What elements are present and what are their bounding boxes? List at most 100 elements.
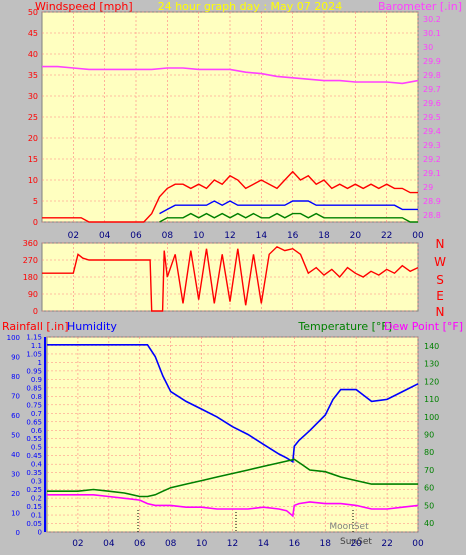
rain-y-tick: 0.3	[31, 478, 42, 486]
rain-y-tick: 0.6	[31, 427, 43, 435]
barometer-y-tick: 29.3	[423, 141, 441, 150]
barometer-y-tick: 29.7	[423, 85, 441, 94]
rain-y-tick: 0	[38, 529, 42, 537]
humidity-y-tick: 70	[11, 393, 20, 401]
rain-y-tick: 0.95	[26, 367, 42, 375]
temperature-y-tick: 40	[424, 519, 434, 528]
wind-y-tick: 0	[33, 218, 38, 227]
wind-series-0	[42, 170, 418, 223]
wind-x-tick: 14	[256, 231, 268, 241]
tick-labels: 02 04 06 08 10 12 14 16 18 20 22 000510152025303540…	[7, 8, 441, 549]
rain-y-tick: 0.8	[31, 393, 42, 401]
barometer-y-tick: 28.9	[423, 197, 441, 206]
wind-y-tick: 35	[28, 71, 38, 80]
temp-series-0	[47, 343, 419, 464]
rain-y-tick: 0.4	[31, 461, 43, 469]
temp-x-tick: 16	[289, 539, 301, 549]
series-lines	[42, 65, 419, 518]
rain-y-tick: 1.15	[26, 334, 42, 342]
compass-s: S	[436, 273, 444, 287]
temp-x-tick: 22	[381, 539, 392, 549]
rain-y-tick: 1	[38, 359, 42, 367]
temp-x-tick: 10	[196, 539, 208, 549]
moonset-label: MoonSet	[329, 522, 369, 532]
rain-y-tick: 0.75	[26, 401, 42, 409]
humidity-y-tick: 0	[16, 529, 20, 537]
humidity-y-tick: 90	[11, 354, 20, 362]
barometer-y-tick: 29.6	[423, 99, 441, 108]
wind-x-tick: 04	[99, 231, 111, 241]
temperature-label: Temperature [°F]	[297, 320, 392, 333]
temp-x-tick: 14	[258, 539, 270, 549]
barometer-y-tick: 29	[423, 183, 433, 192]
rainfall-label: Rainfall [.in]	[2, 320, 69, 333]
wind-series-2	[159, 212, 418, 223]
graph-title: 24 hour graph day : May 07 2024	[158, 0, 343, 13]
temp-x-tick: 08	[165, 539, 177, 549]
wind-y-tick: 10	[28, 176, 38, 185]
rain-y-tick: 1.1	[31, 342, 42, 350]
temperature-y-tick: 120	[424, 377, 439, 386]
rain-y-tick: 0.35	[26, 469, 42, 477]
rain-y-tick: 0.65	[26, 418, 42, 426]
humidity-y-tick: 10	[11, 510, 20, 518]
barometer-y-tick: 30.2	[423, 15, 441, 24]
wind-y-tick: 20	[28, 134, 38, 143]
direction-y-tick: 0	[33, 307, 38, 316]
rain-y-tick: 0.2	[31, 495, 42, 503]
humidity-y-tick: 20	[11, 490, 20, 498]
barometer-y-tick: 29.8	[423, 71, 441, 80]
wind-x-tick: 20	[350, 231, 362, 241]
barometer-y-tick: 29.9	[423, 57, 441, 66]
rain-y-tick: 0.7	[31, 410, 42, 418]
barometer-label: Barometer [.in]	[378, 0, 462, 13]
temperature-y-tick: 60	[424, 484, 434, 493]
windspeed-label: Windspeed [mph]	[35, 0, 133, 13]
direction-y-tick: 270	[23, 256, 38, 265]
rain-y-tick: 0.85	[26, 384, 42, 392]
wind-x-tick: 08	[162, 231, 174, 241]
compass-w: W	[434, 255, 446, 269]
temp-series-1	[47, 458, 418, 498]
temp-x-tick: 18	[320, 539, 332, 549]
temperature-y-tick: 70	[424, 466, 434, 475]
humidity-y-tick: 100	[7, 334, 20, 342]
wind-y-tick: 40	[28, 50, 38, 59]
temperature-y-tick: 110	[424, 395, 439, 404]
barometer-y-tick: 29.2	[423, 155, 441, 164]
humidity-label: Humidity	[67, 320, 117, 333]
temperature-y-tick: 100	[424, 413, 439, 422]
barometer-y-tick: 30.1	[423, 29, 441, 38]
wind-y-tick: 30	[28, 92, 38, 101]
temp-series-2	[47, 493, 419, 518]
grid-lines	[42, 11, 419, 533]
direction-series-0	[42, 245, 419, 312]
temp-x-tick: 06	[134, 539, 146, 549]
humidity-y-tick: 40	[11, 451, 20, 459]
rain-y-tick: 0.25	[26, 486, 42, 494]
wind-x-tick: 00	[412, 231, 424, 241]
barometer-y-tick: 28.8	[423, 211, 441, 220]
wind-x-tick: 06	[130, 231, 142, 241]
wind-series-1	[159, 200, 418, 215]
barometer-y-tick: 29.4	[423, 127, 441, 136]
direction-y-tick: 360	[23, 239, 38, 248]
wind-y-tick: 25	[28, 113, 38, 122]
wind-y-tick: 45	[28, 29, 38, 38]
rain-y-tick: 0.9	[31, 376, 42, 384]
temperature-y-tick: 140	[424, 342, 439, 351]
temperature-y-tick: 90	[424, 431, 434, 440]
wind-y-tick: 5	[33, 197, 38, 206]
wind-series-3	[42, 65, 419, 85]
temperature-y-tick: 80	[424, 448, 434, 457]
wind-x-tick: 22	[381, 231, 392, 241]
humidity-y-tick: 80	[11, 373, 20, 381]
compass-e: E	[436, 289, 444, 303]
rain-axis-bar	[44, 337, 46, 532]
humidity-y-tick: 30	[11, 471, 20, 479]
dewpoint-label: Dew Point [°F]	[384, 320, 463, 333]
humidity-y-tick: 60	[11, 412, 20, 420]
temperature-y-tick: 50	[424, 501, 434, 510]
wind-x-tick: 10	[193, 231, 205, 241]
